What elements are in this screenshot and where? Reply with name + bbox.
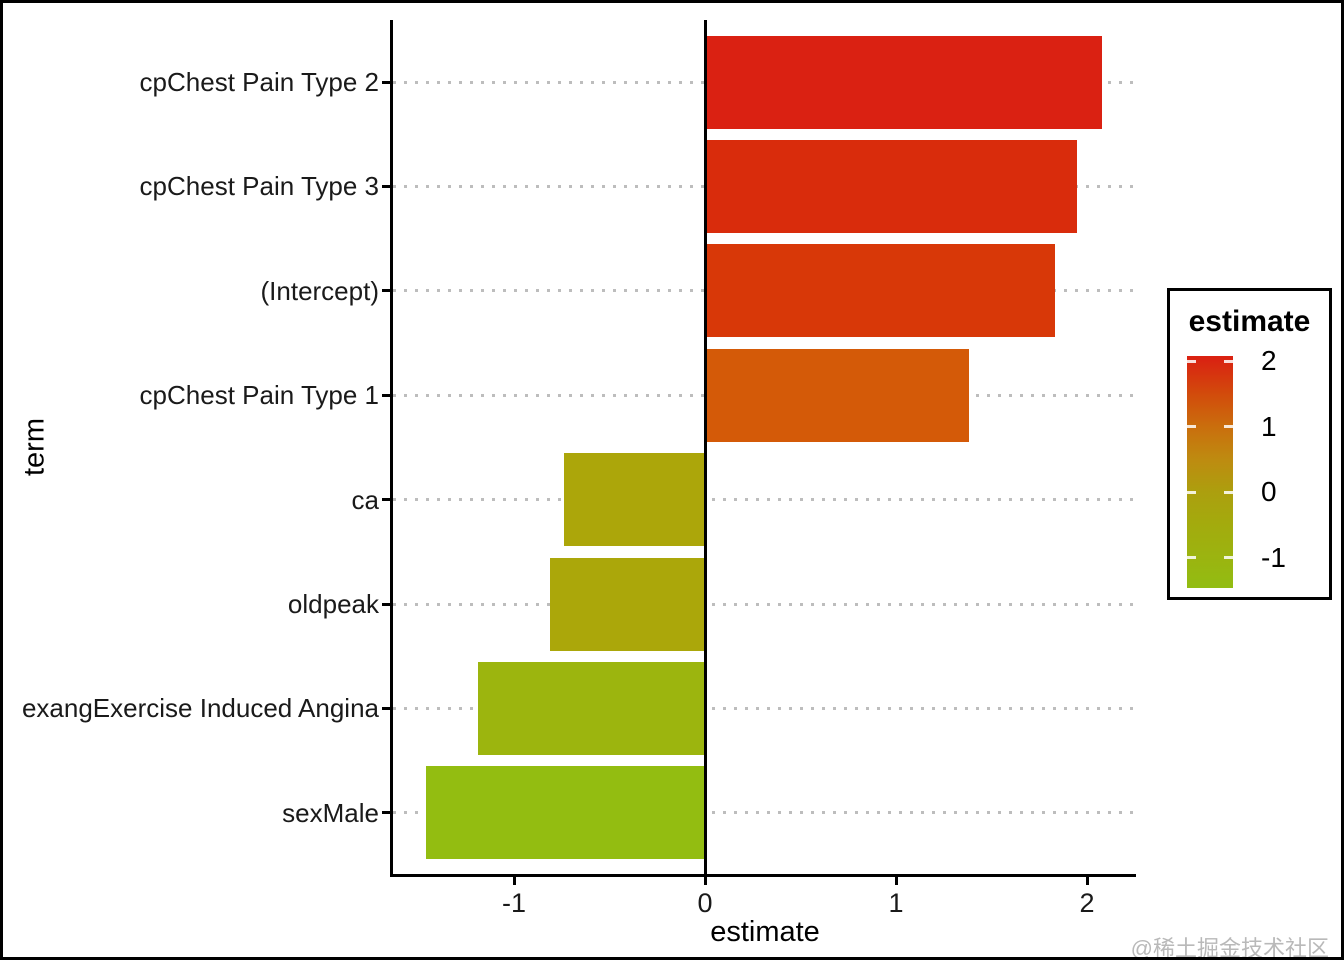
x-tick bbox=[512, 877, 516, 885]
bar-sexMale bbox=[426, 766, 705, 860]
x-axis-line bbox=[390, 874, 1136, 877]
y-axis-title: term bbox=[18, 418, 51, 476]
x-tick bbox=[1085, 877, 1089, 885]
bar-exangExercise Induced Angina bbox=[477, 661, 705, 755]
x-tick-label: 1 bbox=[888, 888, 904, 918]
x-tick-label: 2 bbox=[1079, 888, 1095, 918]
y-tick-label: (Intercept) bbox=[260, 275, 380, 306]
y-tick bbox=[382, 80, 390, 84]
x-axis-title: estimate bbox=[710, 916, 820, 948]
watermark: @稀土掘金技术社区 bbox=[1130, 936, 1329, 960]
gridline bbox=[393, 811, 1136, 815]
y-tick-label: cpChest Pain Type 1 bbox=[139, 380, 379, 411]
bar-ca bbox=[563, 453, 705, 547]
gridline bbox=[393, 498, 1136, 502]
bar-(Intercept) bbox=[705, 244, 1055, 338]
plot-panel: cpChest Pain Type 2 cpChest Pain Type 3 (I… bbox=[3, 3, 1341, 957]
legend-tick bbox=[1224, 490, 1233, 494]
legend-tick bbox=[1187, 556, 1196, 560]
y-tick bbox=[382, 393, 390, 397]
legend-tick bbox=[1187, 490, 1196, 494]
legend-tick bbox=[1187, 359, 1196, 363]
y-tick-label: ca bbox=[351, 484, 379, 515]
gridline bbox=[393, 602, 1136, 606]
legend-tick bbox=[1187, 425, 1196, 429]
legend-tick-label: 0 bbox=[1261, 476, 1277, 508]
legend-tick-label: 2 bbox=[1261, 345, 1277, 377]
y-tick bbox=[382, 289, 390, 293]
legend-tick bbox=[1224, 425, 1233, 429]
gridline bbox=[393, 706, 1136, 710]
legend-title: estimate bbox=[1188, 305, 1311, 338]
y-tick-label: exangExercise Induced Angina bbox=[21, 693, 379, 724]
x-tick-label: -1 bbox=[501, 888, 527, 918]
y-tick-label: cpChest Pain Type 2 bbox=[139, 67, 379, 97]
legend-tick-label: -1 bbox=[1261, 541, 1286, 573]
y-axis-line bbox=[390, 20, 393, 877]
y-tick bbox=[382, 498, 390, 502]
bar-cpChest Pain Type 1 bbox=[705, 348, 969, 442]
y-tick-label: oldpeak bbox=[287, 589, 379, 619]
y-tick bbox=[382, 811, 390, 815]
y-tick bbox=[382, 602, 390, 606]
legend-tick-label: 1 bbox=[1261, 410, 1277, 442]
legend-gradient-bar bbox=[1187, 356, 1233, 588]
x-tick bbox=[894, 877, 898, 885]
x-tick-label: 0 bbox=[697, 888, 713, 918]
bar-cpChest Pain Type 3 bbox=[705, 139, 1078, 233]
bar-cpChest Pain Type 2 bbox=[705, 35, 1103, 129]
legend-tick bbox=[1224, 359, 1233, 363]
y-tick-label: cpChest Pain Type 3 bbox=[139, 171, 379, 202]
zero-line bbox=[703, 20, 707, 874]
y-tick-label: sexMale bbox=[282, 797, 379, 828]
x-tick bbox=[703, 877, 707, 885]
legend-tick bbox=[1224, 556, 1233, 560]
legend: estimate 2 1 0 -1 bbox=[1167, 288, 1332, 600]
y-tick bbox=[382, 706, 390, 710]
y-tick bbox=[382, 184, 390, 188]
bar-oldpeak bbox=[550, 557, 705, 651]
